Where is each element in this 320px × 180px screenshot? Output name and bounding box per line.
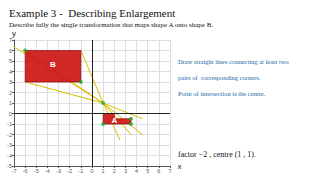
svg-text:-4: -4 — [7, 153, 12, 159]
svg-text:0: 0 — [9, 111, 12, 117]
svg-text:-5: -5 — [34, 168, 39, 174]
svg-text:-5: -5 — [7, 163, 12, 169]
svg-text:pairs of corresponding corner: pairs of corresponding corners. — [178, 74, 261, 81]
svg-text:2: 2 — [9, 90, 12, 96]
svg-text:2: 2 — [113, 168, 116, 174]
svg-text:4: 4 — [9, 69, 12, 75]
svg-text:0: 0 — [90, 168, 93, 174]
svg-text:-7: -7 — [12, 168, 17, 174]
svg-text:y: y — [12, 29, 16, 38]
svg-text:-2: -2 — [7, 132, 12, 138]
svg-text:factor −2 , centre (1 , 1).: factor −2 , centre (1 , 1). — [178, 150, 256, 159]
svg-text:6: 6 — [9, 48, 12, 54]
svg-text:6: 6 — [157, 168, 160, 174]
svg-text:A: A — [111, 116, 117, 125]
svg-text:Example 3 - Describing Enlarg: Example 3 - Describing Enlargement — [9, 7, 175, 19]
svg-text:7: 7 — [168, 168, 171, 174]
svg-text:Draw straight lines connecting: Draw straight lines connecting at least … — [178, 58, 289, 65]
svg-text:-4: -4 — [45, 168, 50, 174]
svg-text:1: 1 — [9, 100, 12, 106]
svg-text:4: 4 — [135, 168, 138, 174]
svg-text:B: B — [50, 60, 56, 69]
svg-text:-3: -3 — [56, 168, 61, 174]
svg-text:Point of intersection is the c: Point of intersection is the centre. — [178, 90, 266, 97]
svg-text:x: x — [177, 162, 181, 171]
svg-text:3: 3 — [124, 168, 127, 174]
svg-text:-2: -2 — [67, 168, 72, 174]
svg-text:-1: -1 — [78, 168, 83, 174]
svg-text:-3: -3 — [7, 142, 12, 148]
svg-text:7: 7 — [9, 37, 12, 43]
svg-text:-1: -1 — [7, 121, 12, 127]
svg-text:5: 5 — [9, 58, 12, 64]
svg-text:3: 3 — [9, 79, 12, 85]
svg-text:5: 5 — [146, 168, 149, 174]
svg-text:Describe fully the single tran: Describe fully the single transformation… — [9, 21, 213, 29]
svg-text:-6: -6 — [23, 168, 28, 174]
svg-text:1: 1 — [102, 168, 105, 174]
